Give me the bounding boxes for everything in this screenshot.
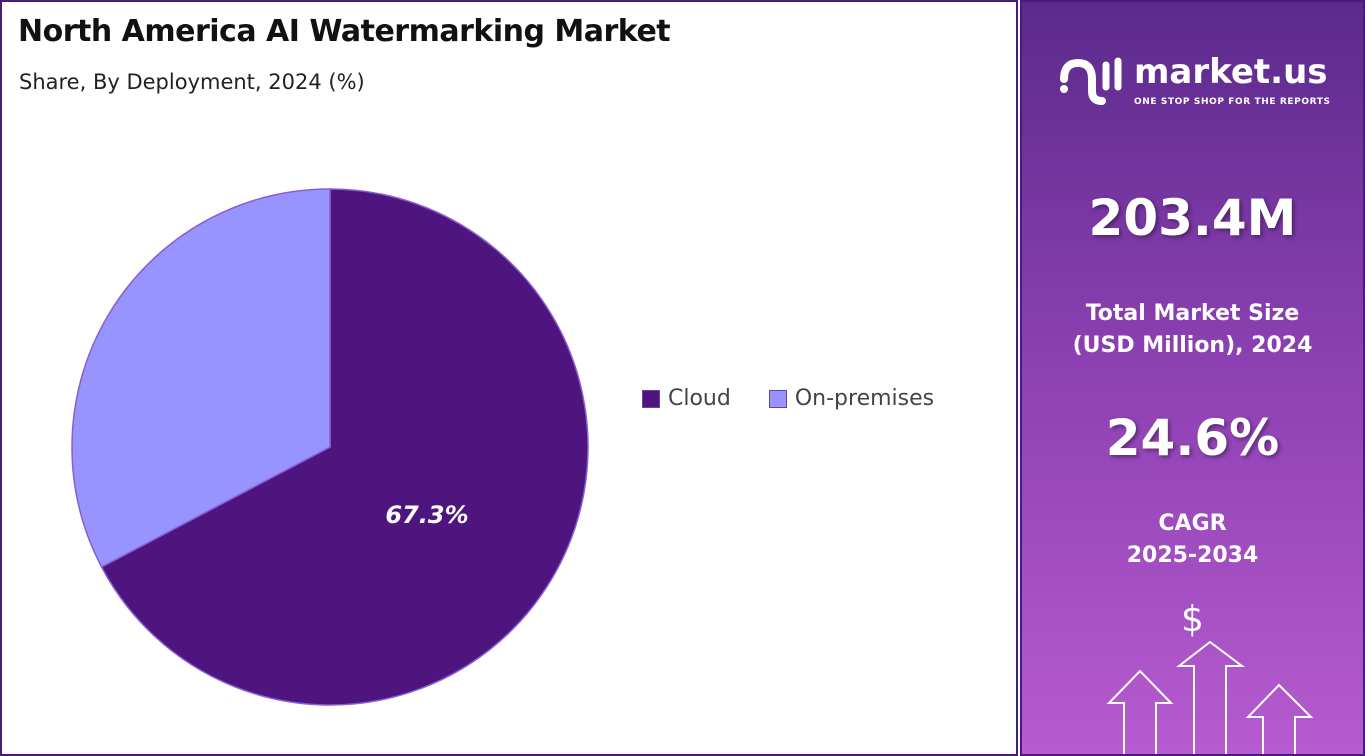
summary-panel: market.us ONE STOP SHOP FOR THE REPORTS …: [1020, 0, 1365, 756]
dollar-icon: $: [1181, 599, 1204, 640]
legend: Cloud On-premises: [642, 386, 934, 411]
cagr-value: 24.6%: [1105, 409, 1280, 467]
legend-label: Cloud: [668, 386, 731, 411]
pie-slice-on-premises[interactable]: [71, 188, 331, 569]
cagr-period: 2025-2034: [1126, 543, 1259, 568]
legend-item-on-premises[interactable]: On-premises: [768, 386, 935, 411]
legend-item-cloud[interactable]: Cloud: [642, 386, 731, 411]
chart-title: North America AI Watermarking Market: [18, 14, 671, 49]
cagr-label: CAGR: [1158, 511, 1227, 536]
chart-panel: North America AI Watermarking Market Sha…: [0, 0, 1018, 756]
logo-icon: [1060, 57, 1122, 105]
pie-slice-cloud[interactable]: [100, 188, 589, 706]
market-size-value: 203.4M: [1088, 189, 1297, 247]
legend-label: On-premises: [794, 386, 935, 411]
logo-tagline: ONE STOP SHOP FOR THE REPORTS: [1134, 97, 1331, 107]
chart-subtitle: Share, By Deployment, 2024 (%): [19, 70, 365, 94]
logo-name: market.us: [1134, 52, 1328, 92]
legend-swatch: [642, 389, 660, 408]
legend-swatch: [768, 389, 787, 408]
pie-chart: 67.3%: [71, 188, 589, 706]
market-size-label: Total Market Size: [1085, 301, 1300, 326]
market-us-logo: market.us ONE STOP SHOP FOR THE REPORTS: [1056, 52, 1331, 108]
market-size-label-2: (USD Million), 2024: [1072, 333, 1313, 358]
data-label: 67.3%: [385, 501, 468, 529]
growth-arrows-icon: [1106, 640, 1314, 754]
